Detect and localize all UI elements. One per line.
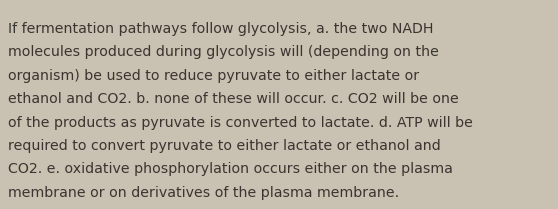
Text: organism) be used to reduce pyruvate to either lactate or: organism) be used to reduce pyruvate to … <box>8 69 420 83</box>
Text: of the products as pyruvate is converted to lactate. d. ATP will be: of the products as pyruvate is converted… <box>8 116 473 130</box>
Text: molecules produced during glycolysis will (depending on the: molecules produced during glycolysis wil… <box>8 45 439 59</box>
Text: ethanol and CO2. b. none of these will occur. c. CO2 will be one: ethanol and CO2. b. none of these will o… <box>8 92 459 106</box>
Text: CO2. e. oxidative phosphorylation occurs either on the plasma: CO2. e. oxidative phosphorylation occurs… <box>8 162 453 176</box>
Text: required to convert pyruvate to either lactate or ethanol and: required to convert pyruvate to either l… <box>8 139 441 153</box>
Text: If fermentation pathways follow glycolysis, a. the two NADH: If fermentation pathways follow glycolys… <box>8 22 434 36</box>
Text: membrane or on derivatives of the plasma membrane.: membrane or on derivatives of the plasma… <box>8 186 400 200</box>
